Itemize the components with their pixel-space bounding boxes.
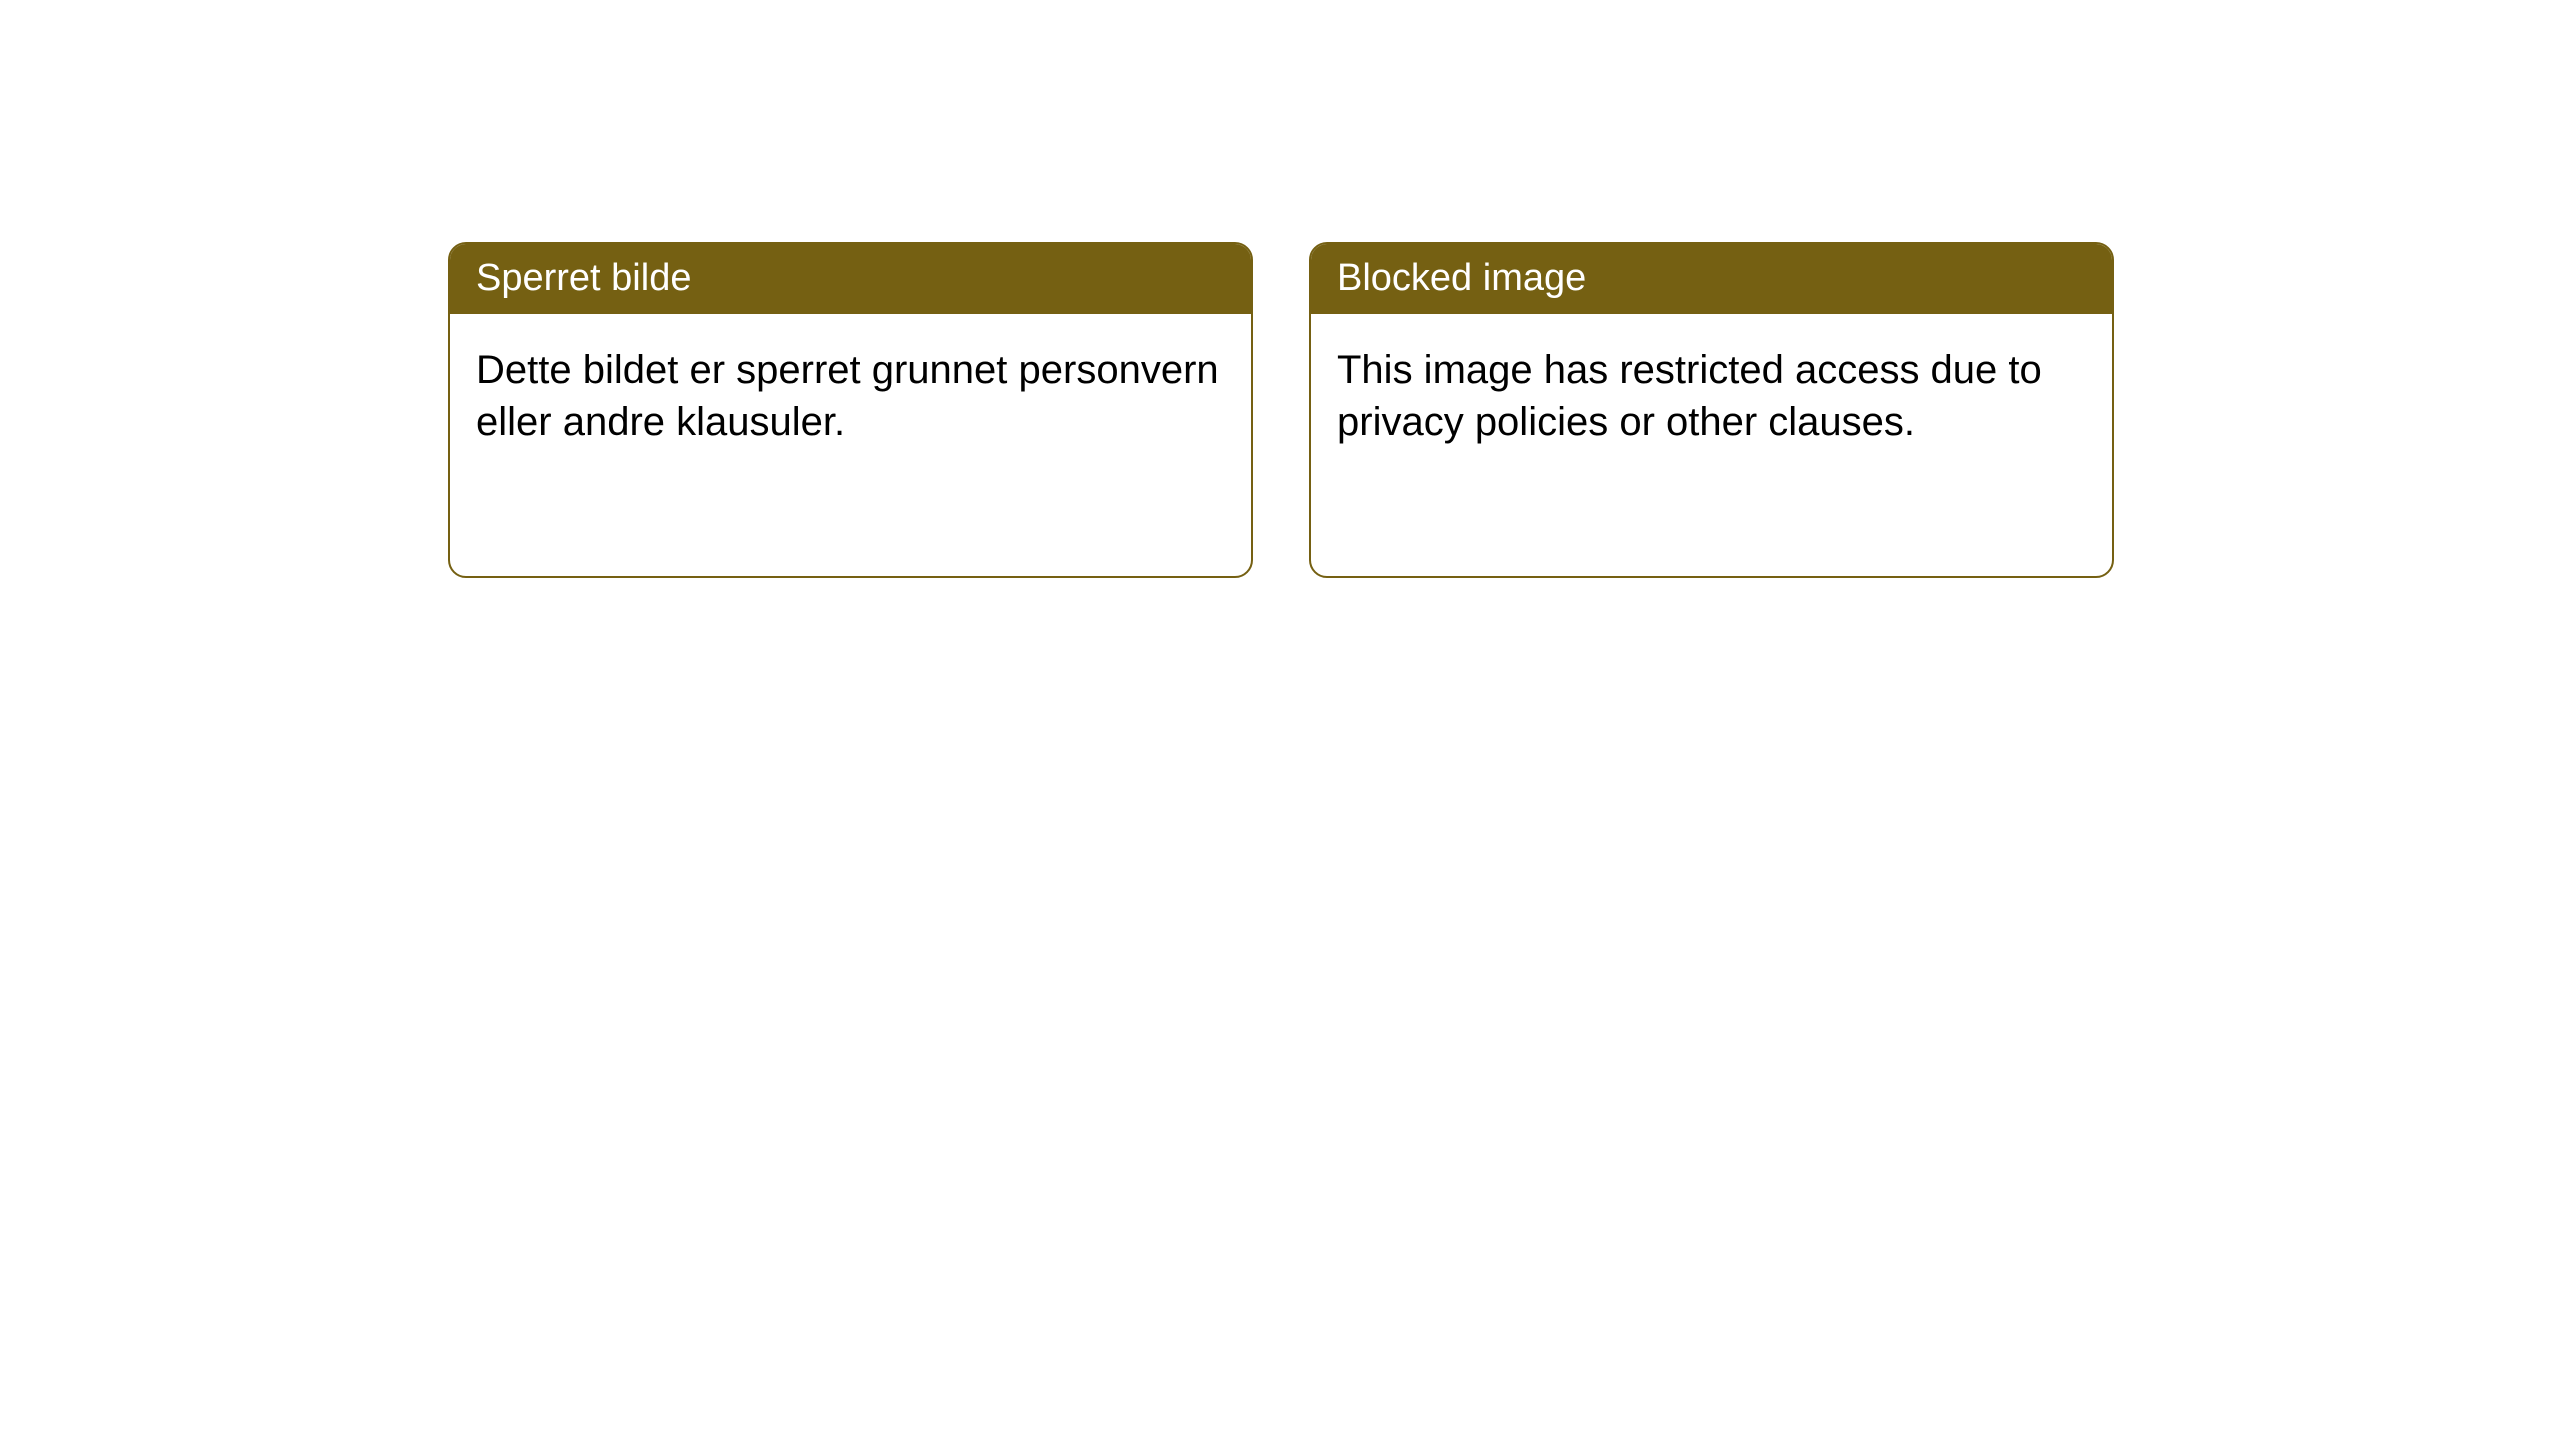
notice-card-title: Sperret bilde [450, 244, 1251, 314]
notice-cards-container: Sperret bilde Dette bildet er sperret gr… [448, 242, 2114, 578]
notice-card-title: Blocked image [1311, 244, 2112, 314]
notice-card-body: This image has restricted access due to … [1311, 314, 2112, 478]
notice-card-norwegian: Sperret bilde Dette bildet er sperret gr… [448, 242, 1253, 578]
notice-card-body: Dette bildet er sperret grunnet personve… [450, 314, 1251, 478]
notice-card-english: Blocked image This image has restricted … [1309, 242, 2114, 578]
